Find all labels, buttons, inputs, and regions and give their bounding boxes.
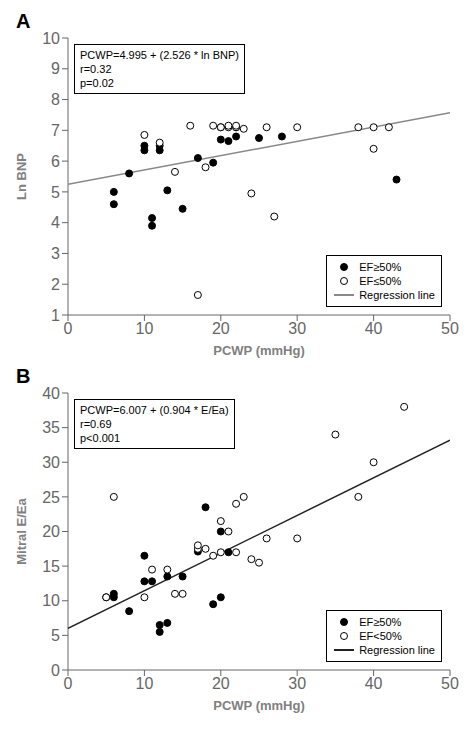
svg-text:10: 10 bbox=[42, 30, 60, 47]
html-text:EF≥50%: EF≥50% bbox=[359, 616, 402, 628]
svg-text:30: 30 bbox=[42, 454, 60, 471]
svg-text:10: 10 bbox=[136, 675, 154, 692]
svg-text:40: 40 bbox=[365, 675, 383, 692]
svg-text:20: 20 bbox=[42, 523, 60, 540]
html-text:Regression line: Regression line bbox=[359, 644, 435, 656]
svg-text:20: 20 bbox=[212, 320, 230, 337]
svg-text:9: 9 bbox=[51, 60, 60, 77]
svg-text:7: 7 bbox=[51, 122, 60, 139]
html-text:PCWP=4.995 + (2.526 * ln BNP): PCWP=4.995 + (2.526 * ln BNP) bbox=[80, 49, 239, 61]
svg-text:0: 0 bbox=[51, 662, 60, 679]
html-text:PCWP=6.007 + (0.904 * E/Ea): PCWP=6.007 + (0.904 * E/Ea) bbox=[80, 404, 229, 416]
svg-text:30: 30 bbox=[288, 675, 306, 692]
svg-text:2: 2 bbox=[51, 276, 60, 293]
svg-text:Ln BNP: Ln BNP bbox=[14, 153, 29, 200]
svg-text:40: 40 bbox=[365, 320, 383, 337]
svg-text:1: 1 bbox=[51, 307, 60, 324]
svg-text:50: 50 bbox=[441, 320, 459, 337]
svg-text:5: 5 bbox=[51, 627, 60, 644]
html-text:EF<50%: EF<50% bbox=[359, 630, 402, 642]
svg-text:35: 35 bbox=[42, 419, 60, 436]
svg-text:0: 0 bbox=[64, 675, 73, 692]
svg-text:20: 20 bbox=[212, 675, 230, 692]
svg-text:50: 50 bbox=[441, 675, 459, 692]
svg-text:30: 30 bbox=[288, 320, 306, 337]
svg-text:4: 4 bbox=[51, 214, 60, 231]
svg-text:25: 25 bbox=[42, 489, 60, 506]
svg-text:0: 0 bbox=[64, 320, 73, 337]
svg-text:6: 6 bbox=[51, 153, 60, 170]
html-text:Regression line: Regression line bbox=[359, 289, 435, 301]
html-text:p<0.001: p<0.001 bbox=[80, 432, 121, 444]
html-text:p=0.02: p=0.02 bbox=[80, 77, 114, 89]
svg-text:10: 10 bbox=[42, 592, 60, 609]
svg-text:PCWP (mmHg): PCWP (mmHg) bbox=[213, 698, 304, 713]
svg-text:3: 3 bbox=[51, 245, 60, 262]
svg-text:15: 15 bbox=[42, 558, 60, 575]
html-text:EF≤50%: EF≤50% bbox=[359, 275, 402, 287]
svg-text:10: 10 bbox=[136, 320, 154, 337]
html-text:EF≥50%: EF≥50% bbox=[359, 261, 402, 273]
svg-text:PCWP (mmHg): PCWP (mmHg) bbox=[213, 343, 304, 358]
svg-text:5: 5 bbox=[51, 184, 60, 201]
html-text:r=0.69: r=0.69 bbox=[80, 418, 112, 430]
html-text:r=0.32: r=0.32 bbox=[80, 63, 112, 75]
svg-text:40: 40 bbox=[42, 385, 60, 402]
html-text:A: A bbox=[16, 10, 31, 32]
svg-text:8: 8 bbox=[51, 91, 60, 108]
html-text:B: B bbox=[16, 365, 31, 387]
svg-text:Mitral E/Ea: Mitral E/Ea bbox=[14, 497, 29, 564]
